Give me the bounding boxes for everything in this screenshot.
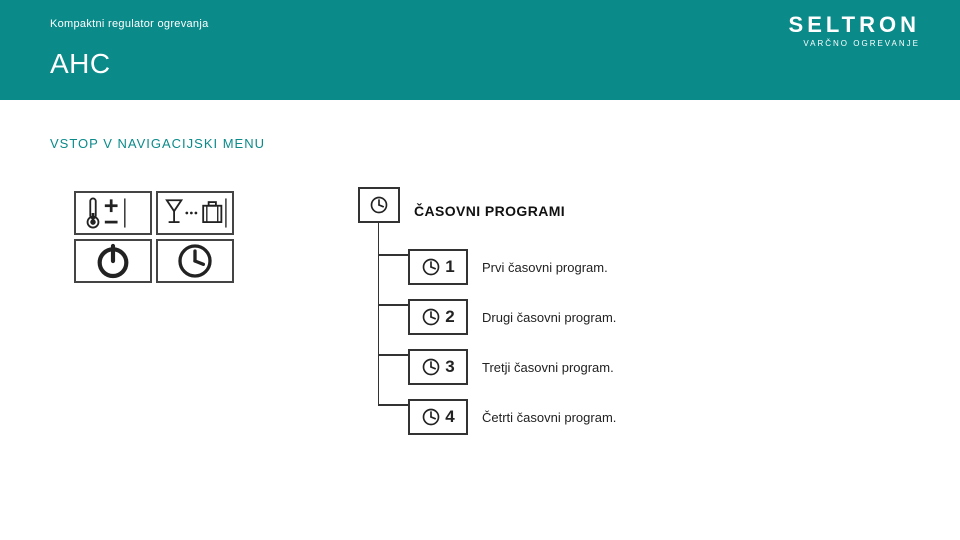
header-subtitle: Kompaktni regulator ogrevanja: [50, 18, 910, 30]
brand-tagline: VARČNO OGREVANJE: [789, 39, 920, 48]
tree-item-3: 3 Tretji časovni program.: [408, 349, 616, 385]
tree-item-4: 4 Četrti časovni program.: [408, 399, 616, 435]
tree-connector: [378, 223, 418, 443]
clock-icon: [421, 407, 441, 427]
modes-icon: [158, 193, 232, 233]
tree-root-box: [358, 187, 400, 223]
content: ČASOVNI PROGRAMI 1 Prvi časovni program.…: [0, 187, 960, 449]
clock-icon: [421, 307, 441, 327]
clock-icon: [421, 357, 441, 377]
tree-item-label: Drugi časovni program.: [482, 310, 616, 325]
tree-item-num: 1: [445, 257, 454, 277]
tree-title: ČASOVNI PROGRAMI: [414, 203, 565, 219]
header: Kompaktni regulator ogrevanja AHC SELTRO…: [0, 0, 960, 100]
section-label: VSTOP V NAVIGACIJSKI MENU: [50, 136, 960, 151]
clock-icon: [421, 257, 441, 277]
tree: ČASOVNI PROGRAMI 1 Prvi časovni program.…: [358, 187, 616, 449]
tree-item-label: Tretji časovni program.: [482, 360, 614, 375]
header-title: AHC: [50, 48, 910, 80]
tree-item-2: 2 Drugi časovni program.: [408, 299, 616, 335]
power-icon: [76, 241, 150, 281]
menu-grid: [70, 187, 238, 287]
menu-cell-thermometer: [74, 191, 152, 235]
tree-item-num: 3: [445, 357, 454, 377]
tree-item-label: Prvi časovni program.: [482, 260, 608, 275]
tree-item-num: 2: [445, 307, 454, 327]
menu-cell-modes: [156, 191, 234, 235]
menu-cell-clock: [156, 239, 234, 283]
tree-item-1: 1 Prvi časovni program.: [408, 249, 616, 285]
tree-item-label: Četrti časovni program.: [482, 410, 616, 425]
menu-cell-power: [74, 239, 152, 283]
tree-item-num: 4: [445, 407, 454, 427]
brand: SELTRON VARČNO OGREVANJE: [789, 14, 920, 48]
brand-name: SELTRON: [789, 14, 920, 36]
thermometer-icon: [76, 193, 150, 233]
clock-icon: [369, 195, 389, 215]
clock-icon: [158, 241, 232, 281]
